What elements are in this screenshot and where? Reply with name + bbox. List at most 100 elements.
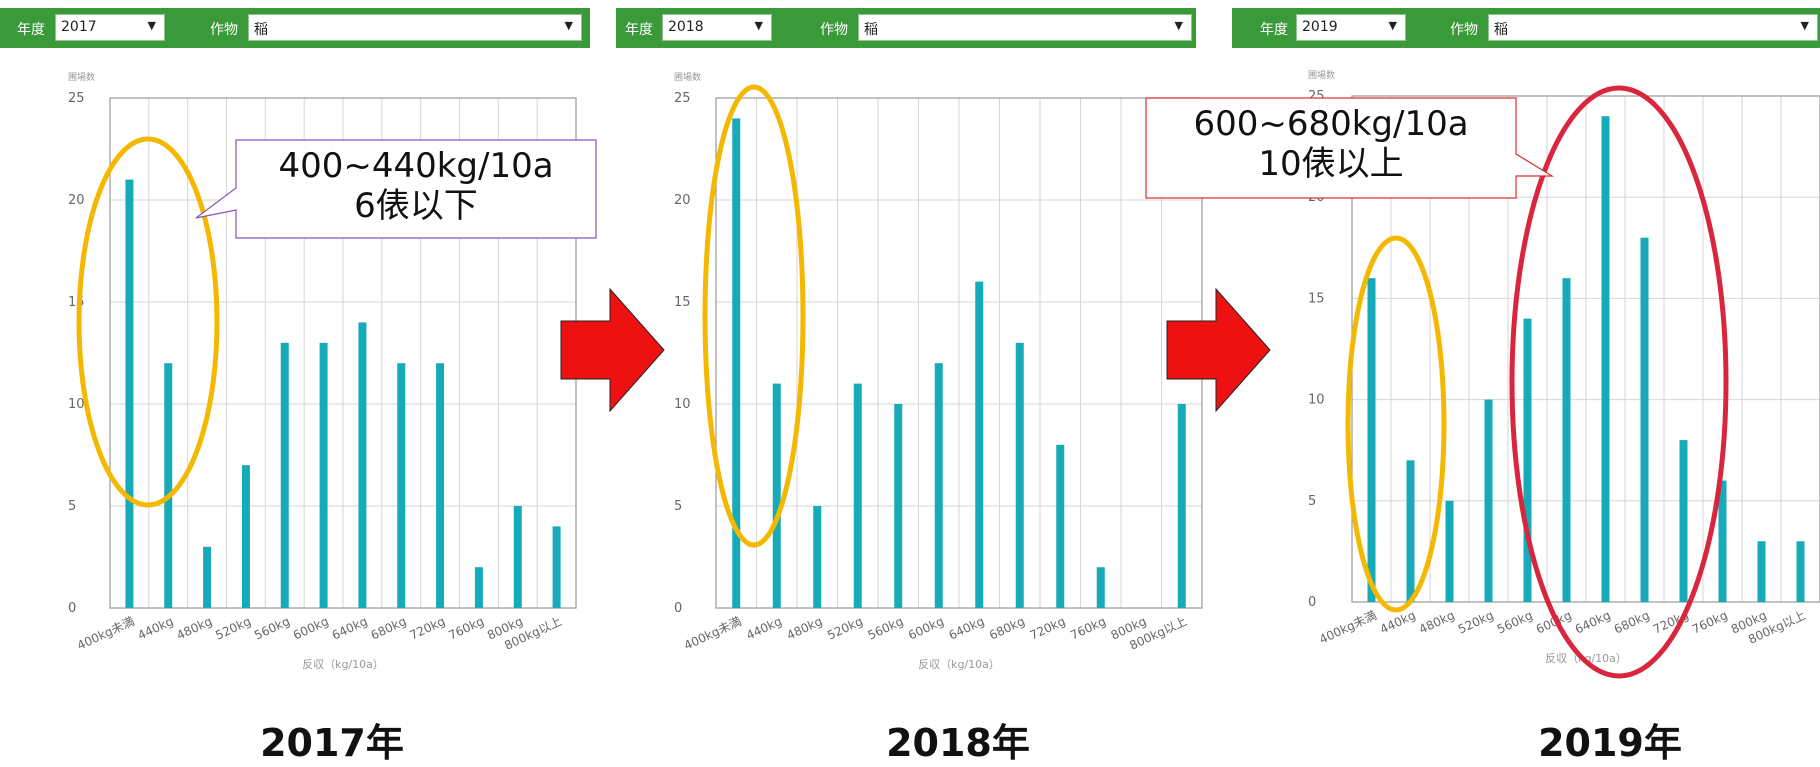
y-tick-label: 5 [674, 499, 682, 514]
bar [552, 526, 561, 608]
callout-text-left: 400~440kg/10a 6俵以下 [240, 146, 592, 226]
y-tick-label: 10 [68, 397, 85, 412]
year-label: 年度 [625, 22, 653, 38]
x-tick-label: 560kg [252, 614, 292, 643]
triangle-down-icon: ▼ [147, 19, 156, 32]
x-tick-label: 720kg [1028, 614, 1068, 643]
bar [1484, 399, 1493, 602]
triangle-down-icon: ▼ [564, 19, 573, 32]
bar [975, 281, 984, 608]
y-tick-label: 20 [68, 193, 85, 208]
year-select[interactable]: 2018 ▼ [662, 14, 772, 41]
bar [1056, 444, 1065, 608]
year-select-value: 2017 [61, 19, 97, 35]
x-tick-label: 560kg [1495, 608, 1535, 637]
triangle-down-icon: ▼ [1800, 19, 1809, 32]
y-tick-label: 0 [1308, 595, 1316, 610]
x-tick-label: 480kg [1417, 608, 1457, 637]
bar [772, 383, 781, 608]
bar [319, 342, 328, 608]
x-tick-label: 680kg [369, 614, 409, 643]
x-tick-label: 600kg [1534, 608, 1574, 637]
callout-line2: 10俵以上 [1258, 144, 1404, 184]
y-tick-label: 15 [674, 295, 691, 310]
y-axis-label: 圃場数 [68, 71, 95, 83]
year-caption: 2017年 [260, 721, 404, 765]
y-tick-label: 10 [1308, 393, 1325, 408]
y-tick-label: 10 [674, 397, 691, 412]
bar [1096, 567, 1105, 608]
bar [1523, 318, 1532, 602]
x-tick-label: 760kg [446, 614, 486, 643]
x-tick-label: 720kg [407, 614, 447, 643]
bar [358, 322, 367, 608]
y-tick-label: 0 [68, 601, 76, 616]
bar-chart: 0 5 10 15 20 25 圃場数 400kg未満440kg480kg520kg560kg… [68, 71, 577, 671]
y-tick-label: 25 [1308, 89, 1325, 104]
bar [1757, 541, 1766, 602]
x-tick-label: 400kg未満 [75, 614, 137, 653]
crop-select-value: 稲 [864, 22, 878, 38]
callout-line1: 600~680kg/10a [1193, 104, 1469, 144]
year-select[interactable]: 2019 ▼ [1296, 14, 1406, 41]
bar [203, 546, 212, 608]
year-caption: 2019年 [1538, 721, 1682, 765]
chart-panel-2017: 年度 2017 ▼ 作物 稲 ▼ 0 5 10 15 20 25 圃場数 400kg未満 440… [0, 0, 600, 765]
bar [1640, 237, 1649, 602]
crop-select[interactable]: 稲 ▼ [858, 14, 1192, 41]
x-tick-label: 600kg [906, 614, 946, 643]
crop-label: 作物 [210, 22, 238, 38]
chart-panel-2019: 年度 2019 ▼ 作物 稲 ▼ 0 5 10 15 20 25 圃場数 400kg未満 440… [1232, 0, 1820, 765]
right-arrow-icon [1166, 288, 1271, 412]
bar [164, 363, 173, 608]
y-axis-label: 圃場数 [1308, 69, 1335, 81]
x-tick-label: 680kg [987, 614, 1027, 643]
x-axis-label: 反収（kg/10a） [302, 658, 384, 671]
filter-bar: 年度 2017 ▼ 作物 稲 ▼ [0, 8, 590, 48]
y-tick-label: 0 [674, 601, 682, 616]
crop-select-value: 稲 [1494, 22, 1508, 38]
y-axis-label: 圃場数 [674, 71, 701, 83]
x-tick-label: 400kg未満 [682, 614, 744, 653]
chart-panel-2018: 年度 2018 ▼ 作物 稲 ▼ 0 5 10 15 20 25 圃場数 400kg未満 440… [616, 0, 1216, 765]
y-tick-label: 5 [68, 499, 76, 514]
x-tick-label: 640kg [330, 614, 370, 643]
bar [1015, 342, 1024, 608]
year-select-value: 2019 [1302, 19, 1338, 35]
x-axis-label: 反収（kg/10a） [918, 658, 1000, 671]
y-tick-label: 15 [68, 295, 85, 310]
year-select-value: 2018 [668, 19, 704, 35]
crop-label: 作物 [820, 22, 848, 38]
bar [732, 118, 741, 609]
x-tick-label: 520kg [1456, 608, 1496, 637]
x-tick-label: 440kg [744, 614, 784, 643]
bar [1445, 500, 1454, 602]
bar [474, 567, 483, 608]
triangle-down-icon: ▼ [1388, 19, 1397, 32]
y-tick-label: 15 [1308, 291, 1325, 306]
bar [1718, 480, 1727, 602]
crop-label: 作物 [1450, 22, 1478, 38]
callout-line2: 6俵以下 [354, 186, 478, 226]
x-tick-label: 440kg [136, 614, 176, 643]
y-tick-label: 25 [68, 91, 85, 106]
x-tick-label: 480kg [785, 614, 825, 643]
x-tick-label: 600kg [291, 614, 331, 643]
bar [436, 363, 445, 608]
bar [1406, 460, 1415, 602]
crop-select[interactable]: 稲 ▼ [1488, 14, 1818, 41]
bar [397, 363, 406, 608]
crop-select-value: 稲 [254, 22, 268, 38]
x-tick-label: 480kg [174, 614, 214, 643]
bar [1367, 278, 1376, 602]
x-tick-label: 680kg [1612, 608, 1652, 637]
bar [1177, 404, 1186, 608]
year-select[interactable]: 2017 ▼ [55, 14, 165, 41]
bar [813, 506, 822, 608]
callout-text-right: 600~680kg/10a 10俵以上 [1150, 104, 1512, 184]
crop-select[interactable]: 稲 ▼ [248, 14, 582, 41]
x-tick-label: 720kg [1651, 608, 1691, 637]
x-tick-label: 640kg [1573, 608, 1613, 637]
y-tick-label: 25 [674, 91, 691, 106]
